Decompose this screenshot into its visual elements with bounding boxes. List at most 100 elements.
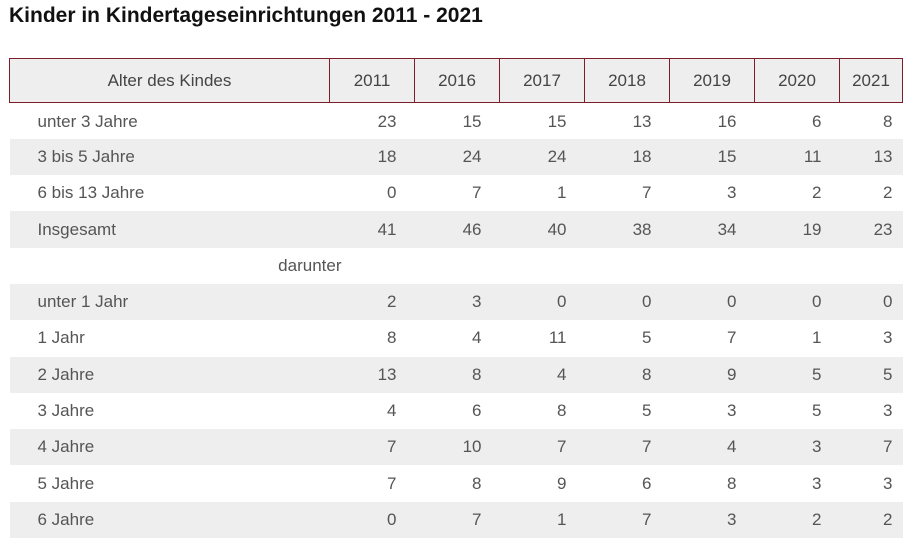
cell-value: 13	[632, 111, 652, 131]
subheading-label: darunter	[10, 248, 341, 284]
column-header-age: Alter des Kindes	[9, 58, 330, 103]
column-header-2011: 2011	[329, 58, 415, 103]
row-label: 2 Jahre	[9, 356, 330, 393]
cell-value: 23	[377, 111, 397, 131]
cell-value: 4	[472, 328, 482, 348]
cell-value: 1	[812, 328, 822, 348]
cell-value: 3	[754, 429, 840, 466]
cell-value: 7	[584, 429, 670, 466]
cell-value: 4	[669, 429, 755, 466]
cell-value: 11	[548, 328, 567, 348]
table-row: 2 Jahre 13 8 4 8 9 5 5	[9, 356, 903, 393]
row-label: 4 Jahre	[9, 429, 330, 466]
cell-value: 8	[472, 473, 482, 493]
cell-value: 8	[414, 356, 500, 393]
cell-value: 5	[812, 401, 822, 421]
row-label: 6 Jahre	[9, 501, 330, 539]
cell-value: 4	[499, 356, 585, 393]
cell-value: 5	[642, 401, 652, 421]
table-row: 3 bis 5 Jahre 18 24 24 18 15 11 13	[9, 138, 903, 176]
cell-value: 34	[669, 211, 755, 248]
cell-value: 40	[499, 211, 585, 248]
row-label: 3 Jahre	[37, 401, 95, 421]
cell-value: 3	[883, 328, 893, 348]
cell-value: 2	[812, 183, 822, 203]
cell-value: 6	[642, 473, 652, 493]
cell-value: 15	[669, 138, 755, 176]
cell-value: 15	[547, 111, 567, 131]
cell-value: 24	[499, 138, 585, 176]
row-label: Insgesamt	[9, 211, 330, 248]
cell-value: 7	[387, 473, 397, 493]
cell-value: 13	[839, 138, 903, 176]
cell-value: 9	[669, 356, 755, 393]
cell-value: 16	[717, 111, 737, 131]
cell-value: 7	[727, 328, 737, 348]
table-row: unter 1 Jahr 2 3 0 0 0 0 0	[9, 283, 903, 321]
table-row: 4 Jahre 7 10 7 7 4 3 7	[9, 429, 903, 466]
table-header: Alter des Kindes 2011 2016 2017 2018 201…	[9, 58, 903, 103]
column-header-2021: 2021	[839, 58, 903, 103]
subheading-text: darunter	[278, 255, 342, 275]
cell-value: 18	[584, 138, 670, 176]
cell-value: 13	[329, 356, 415, 393]
table-row: 1 Jahr 8 4 11 5 7 1 3	[10, 320, 903, 356]
subheading-spacer	[330, 248, 903, 284]
cell-value: 5	[754, 356, 840, 393]
cell-value: 7	[329, 429, 415, 466]
column-header-2017: 2017	[499, 58, 585, 103]
cell-value: 2	[839, 501, 903, 539]
data-table: Alter des Kindes 2011 2016 2017 2018 201…	[9, 58, 903, 539]
table-row: Insgesamt 41 46 40 38 34 19 23	[9, 211, 903, 248]
cell-value: 8	[387, 328, 397, 348]
cell-value: 3	[669, 501, 755, 539]
table-body: unter 3 Jahre 23 15 15 13 16 6 8 3 bis 5 Jahre 18…	[9, 103, 903, 539]
cell-value: 0	[584, 283, 670, 321]
cell-value: 3	[883, 473, 893, 493]
cell-value: 8	[557, 401, 567, 421]
row-label: unter 1 Jahr	[9, 283, 330, 321]
cell-value: 5	[839, 356, 903, 393]
cell-value: 6	[472, 401, 482, 421]
column-header-2020: 2020	[754, 58, 840, 103]
cell-value: 7	[472, 183, 482, 203]
row-label: 5 Jahre	[37, 473, 95, 493]
subheading-row: darunter	[10, 248, 903, 284]
cell-value: 38	[584, 211, 670, 248]
cell-value: 5	[642, 328, 652, 348]
cell-value: 0	[499, 283, 585, 321]
cell-value: 41	[329, 211, 415, 248]
table-row: 3 Jahre 4 6 8 5 3 5 3	[10, 393, 903, 429]
cell-value: 1	[499, 501, 585, 539]
cell-value: 18	[329, 138, 415, 176]
cell-value: 24	[414, 138, 500, 176]
table-row: 6 bis 13 Jahre 0 7 1 7 3 2 2	[10, 175, 903, 211]
cell-value: 7	[839, 429, 903, 466]
cell-value: 9	[557, 473, 567, 493]
cell-value: 8	[584, 356, 670, 393]
cell-value: 0	[839, 283, 903, 321]
cell-value: 3	[727, 401, 737, 421]
cell-value: 1	[557, 183, 567, 203]
cell-value: 0	[329, 501, 415, 539]
cell-value: 7	[499, 429, 585, 466]
row-label: 1 Jahr	[37, 328, 85, 348]
cell-value: 8	[883, 111, 893, 131]
cell-value: 23	[839, 211, 903, 248]
table-row: unter 3 Jahre 23 15 15 13 16 6 8	[10, 103, 903, 139]
page-title: Kinder in Kindertageseinrichtungen 2011 …	[9, 4, 483, 27]
cell-value: 3	[414, 283, 500, 321]
cell-value: 11	[754, 138, 840, 176]
cell-value: 3	[883, 401, 893, 421]
cell-value: 7	[414, 501, 500, 539]
cell-value: 0	[754, 283, 840, 321]
row-label: 6 bis 13 Jahre	[37, 183, 145, 203]
table-row: 5 Jahre 7 8 9 6 8 3 3	[10, 465, 903, 501]
cell-value: 6	[812, 111, 822, 131]
cell-value: 4	[387, 401, 397, 421]
cell-value: 0	[387, 183, 397, 203]
cell-value: 7	[584, 501, 670, 539]
cell-value: 15	[462, 111, 482, 131]
column-header-2018: 2018	[584, 58, 670, 103]
